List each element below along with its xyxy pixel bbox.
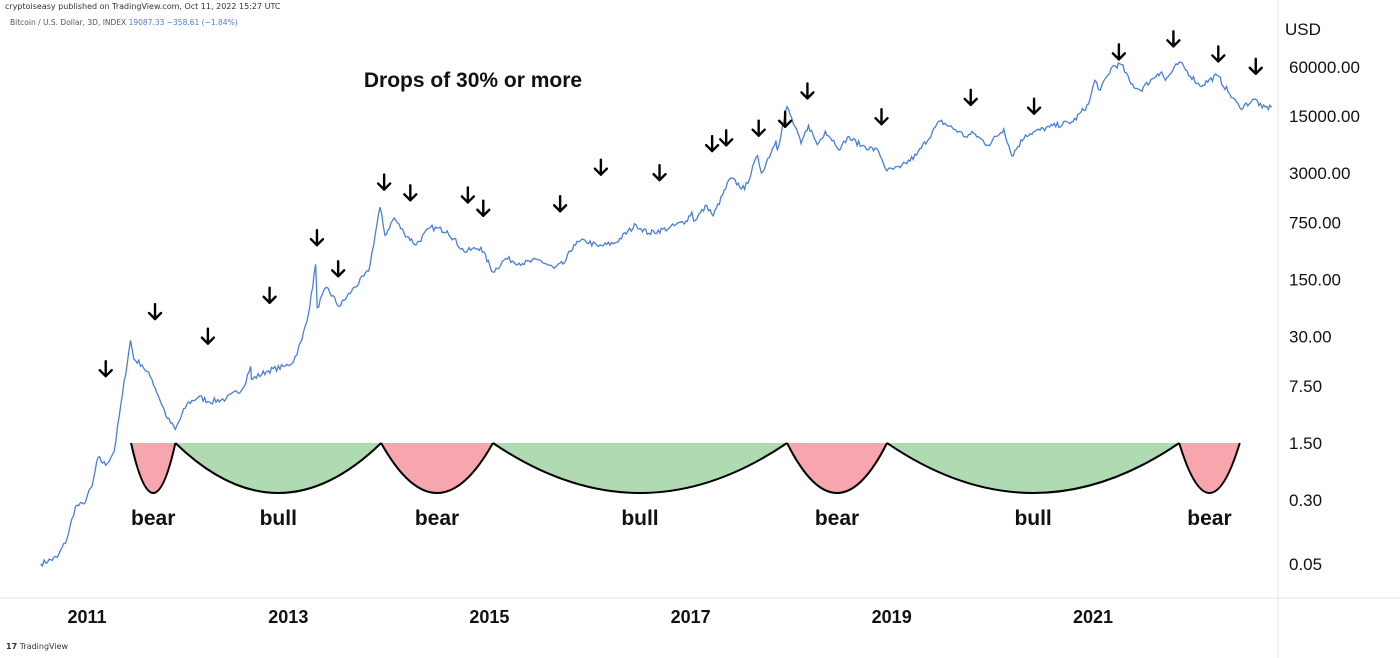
y-tick-label: 0.05 <box>1289 555 1322 574</box>
y-tick-label: 30.00 <box>1289 328 1332 347</box>
down-arrow-head <box>147 311 163 321</box>
down-arrow-icon <box>777 110 793 128</box>
down-arrow-head <box>704 143 720 153</box>
y-tick-label: 15000.00 <box>1289 107 1360 126</box>
y-tick-label: 750.00 <box>1289 213 1341 232</box>
down-arrow-head <box>309 238 325 247</box>
y-tick-label: 150.00 <box>1289 271 1341 290</box>
down-arrow-head <box>552 204 568 213</box>
down-arrow-head <box>262 295 277 304</box>
down-arrow-head <box>98 368 113 378</box>
down-arrow-icon <box>800 82 815 100</box>
published-caption: cryptoiseasy published on TradingView.co… <box>5 2 281 11</box>
down-arrow-icon <box>1026 97 1042 115</box>
down-arrow-icon <box>147 302 163 321</box>
down-arrow-head <box>460 195 476 204</box>
bull-cycle-curve <box>492 442 788 494</box>
bull-cycle-curve <box>174 442 382 494</box>
down-arrow-icon <box>1248 57 1263 75</box>
drop-arrows <box>98 30 1263 378</box>
down-arrow-head <box>777 119 793 128</box>
symbol-values: 19087.33 −358.61 (−1.84%) <box>128 18 238 27</box>
down-arrow-head <box>751 128 766 137</box>
x-tick-label: 2013 <box>268 607 308 627</box>
down-arrow-icon <box>309 229 325 247</box>
down-arrow-icon <box>704 134 720 153</box>
down-arrow-head <box>1166 39 1181 48</box>
down-arrow-head <box>330 269 346 278</box>
down-arrow-icon <box>200 327 216 345</box>
down-arrow-head <box>476 208 491 217</box>
chart-title: Drops of 30% or more <box>364 69 582 92</box>
down-arrow-icon <box>552 195 568 213</box>
price-line <box>40 61 1273 568</box>
down-arrow-icon <box>874 108 889 126</box>
tradingview-footer: 17 TradingView <box>6 642 68 651</box>
down-arrow-icon <box>376 173 392 191</box>
bear-label: bear <box>1187 507 1231 530</box>
x-tick-label: 2011 <box>67 607 106 627</box>
down-arrow-icon <box>460 186 476 204</box>
bull-label: bull <box>1014 507 1051 530</box>
down-arrow-icon <box>963 88 978 107</box>
y-tick-label: 7.50 <box>1289 377 1322 396</box>
down-arrow-icon <box>262 286 277 304</box>
down-arrow-head <box>376 182 392 191</box>
bear-label: bear <box>815 507 859 530</box>
bull-cycle-curve <box>886 442 1180 494</box>
down-arrow-head <box>1026 106 1042 115</box>
down-arrow-icon <box>652 163 667 182</box>
down-arrow-icon <box>1166 30 1181 48</box>
down-arrow-head <box>652 172 667 182</box>
down-arrow-head <box>1248 66 1263 75</box>
down-arrow-icon <box>403 184 418 202</box>
bull-label: bull <box>260 507 297 530</box>
bull-label: bull <box>621 507 658 530</box>
down-arrow-head <box>800 91 815 100</box>
cycle-bowls: bear bull bear bull bear bull bear <box>130 442 1241 530</box>
chart-labels: Drops of 30% or more <box>364 69 582 92</box>
down-arrow-head <box>1111 52 1127 61</box>
bear-cycle-curve <box>380 442 494 494</box>
price-series <box>40 61 1273 568</box>
bear-cycle-curve <box>786 442 888 494</box>
x-tick-label: 2019 <box>872 607 912 627</box>
down-arrow-head <box>200 336 216 345</box>
x-tick-label: 2017 <box>671 607 711 627</box>
down-arrow-head <box>1211 54 1226 63</box>
y-tick-label: 3000.00 <box>1289 164 1350 183</box>
x-tick-label: 2015 <box>469 607 509 627</box>
down-arrow-icon <box>476 199 491 217</box>
y-tick-label: 60000.00 <box>1289 58 1360 77</box>
bear-cycle-curve <box>1178 442 1241 494</box>
y-tick-label: 1.50 <box>1289 434 1322 453</box>
down-arrow-head <box>963 97 978 107</box>
down-arrow-icon <box>1211 45 1226 63</box>
down-arrow-icon <box>593 158 609 176</box>
y-tick-label: 0.30 <box>1289 491 1322 510</box>
bear-label: bear <box>415 507 459 530</box>
symbol-legend: Bitcoin / U.S. Dollar, 3D, INDEX 19087.3… <box>10 18 238 27</box>
down-arrow-head <box>874 117 889 126</box>
down-arrow-icon <box>98 359 113 378</box>
down-arrow-icon <box>718 129 734 147</box>
brand-name: TradingView <box>19 642 69 651</box>
x-tick-label: 2021 <box>1073 607 1113 627</box>
down-arrow-head <box>593 167 609 176</box>
down-arrow-icon <box>751 119 766 137</box>
down-arrow-head <box>718 138 734 147</box>
symbol-name: Bitcoin / U.S. Dollar, 3D, INDEX <box>10 18 127 27</box>
y-unit-label: USD <box>1285 20 1321 39</box>
down-arrow-icon <box>1111 43 1127 61</box>
tradingview-logo-icon: 17 <box>6 642 18 651</box>
down-arrow-icon <box>330 260 346 278</box>
bear-label: bear <box>131 507 175 530</box>
bear-cycle-curve <box>130 442 177 494</box>
down-arrow-head <box>403 193 418 202</box>
